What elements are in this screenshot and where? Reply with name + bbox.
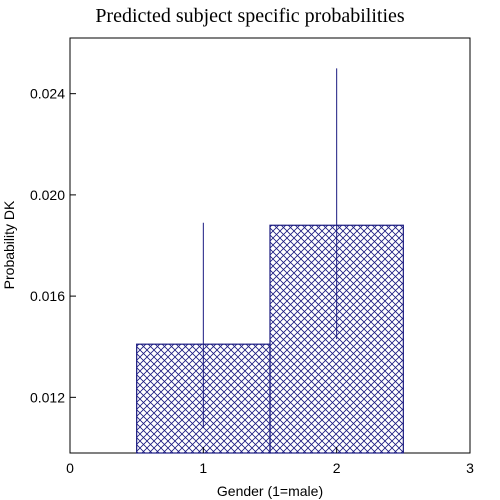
x-tick-label: 3 (466, 460, 474, 476)
bars-layer (136, 224, 404, 454)
x-tick-label: 2 (333, 460, 341, 476)
y-axis-label: Probability DK (1, 200, 17, 289)
x-axis-label: Gender (1=male) (217, 483, 323, 499)
x-axis-ticks: 0 1 2 3 (66, 447, 474, 476)
y-tick-label: 0.024 (30, 86, 65, 102)
y-tick-label: 0.020 (30, 187, 65, 203)
x-tick-label: 1 (199, 460, 207, 476)
y-tick-label: 0.012 (30, 389, 65, 405)
y-axis-ticks: 0.012 0.016 0.020 0.024 (30, 86, 76, 405)
x-tick-label: 0 (66, 460, 74, 476)
error-bars-layer (202, 68, 338, 428)
y-tick-label: 0.016 (30, 288, 65, 304)
chart-title: Predicted subject specific probabilities (95, 5, 405, 27)
